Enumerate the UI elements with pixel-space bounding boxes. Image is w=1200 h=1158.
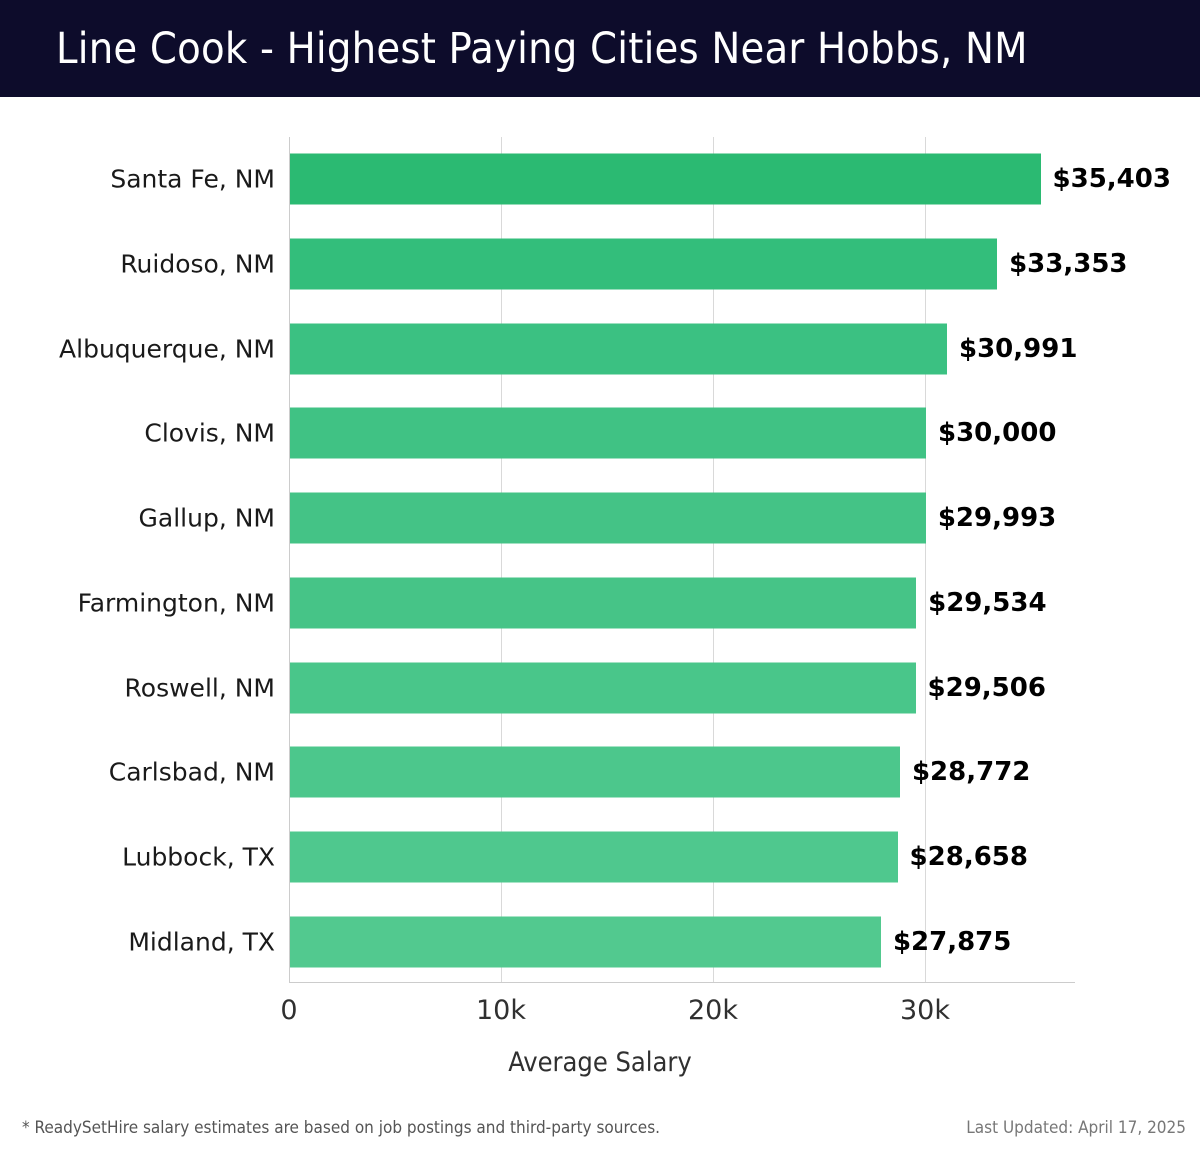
bar-value-label: $30,000	[938, 418, 1057, 449]
gridline-20k	[713, 137, 714, 982]
bar-value-label: $28,658	[909, 841, 1028, 872]
bar-row: Ruidoso, NM $33,353	[0, 222, 1200, 307]
x-axis-baseline	[289, 982, 1075, 983]
bar-row: Farmington, NM $29,534	[0, 561, 1200, 646]
category-label: Roswell, NM	[124, 673, 275, 703]
gridline-30k	[925, 137, 926, 982]
category-label: Lubbock, TX	[122, 842, 275, 872]
bar-value-label: $35,403	[1052, 164, 1171, 195]
bar-value-label: $29,534	[928, 587, 1047, 618]
bar[interactable]	[290, 831, 898, 883]
category-label: Ruidoso, NM	[120, 249, 275, 279]
bar-value-label: $29,506	[927, 672, 1046, 703]
x-tick-30k: 30k	[900, 995, 950, 1026]
chart-footer: * ReadySetHire salary estimates are base…	[0, 1100, 1200, 1158]
footer-disclaimer: * ReadySetHire salary estimates are base…	[22, 1118, 661, 1138]
bar-value-label: $33,353	[1009, 249, 1128, 280]
bar-row: Lubbock, TX $28,658	[0, 815, 1200, 900]
bar-row: Santa Fe, NM $35,403	[0, 137, 1200, 222]
bar-row: Gallup, NM $29,993	[0, 476, 1200, 561]
bar-value-label: $30,991	[959, 333, 1078, 364]
x-axis-title: Average Salary	[508, 1047, 692, 1078]
bar-value-label: $27,875	[892, 926, 1012, 957]
bar-row: Roswell, NM $29,506	[0, 645, 1200, 730]
x-tick-10k: 10k	[476, 995, 526, 1026]
bar[interactable]	[290, 492, 926, 544]
bar[interactable]	[290, 577, 917, 629]
x-tick-0: 0	[280, 995, 298, 1026]
category-label: Farmington, NM	[77, 588, 275, 618]
page-title: Line Cook - Highest Paying Cities Near H…	[56, 23, 1028, 74]
bar[interactable]	[290, 407, 926, 459]
bar-row: Carlsbad, NM $28,772	[0, 730, 1200, 815]
gridline-10k	[501, 137, 502, 982]
chart-header-bar: Line Cook - Highest Paying Cities Near H…	[0, 0, 1200, 97]
bar[interactable]	[290, 238, 998, 290]
category-label: Carlsbad, NM	[108, 757, 275, 787]
footer-last-updated: Last Updated: April 17, 2025	[966, 1118, 1186, 1138]
category-label: Gallup, NM	[138, 503, 275, 533]
category-label: Clovis, NM	[144, 418, 275, 448]
x-tick-20k: 20k	[688, 995, 738, 1026]
bar-value-label: $29,993	[937, 503, 1057, 534]
bar-row: Midland, TX $27,875	[0, 899, 1200, 984]
bar-value-label: $28,772	[911, 757, 1031, 788]
category-label: Santa Fe, NM	[110, 164, 275, 194]
category-label: Albuquerque, NM	[59, 334, 275, 364]
bar[interactable]	[290, 153, 1041, 205]
category-label: Midland, TX	[128, 927, 275, 957]
bar[interactable]	[290, 662, 916, 714]
gridline-0	[289, 137, 290, 982]
bar-row: Albuquerque, NM $30,991	[0, 306, 1200, 391]
bar[interactable]	[290, 916, 881, 968]
bar-row: Clovis, NM $30,000	[0, 391, 1200, 476]
chart-plot-area: Santa Fe, NM $35,403 Ruidoso, NM $33,353 Alb…	[0, 97, 1200, 1097]
bar[interactable]	[290, 323, 947, 375]
bar[interactable]	[290, 746, 900, 798]
